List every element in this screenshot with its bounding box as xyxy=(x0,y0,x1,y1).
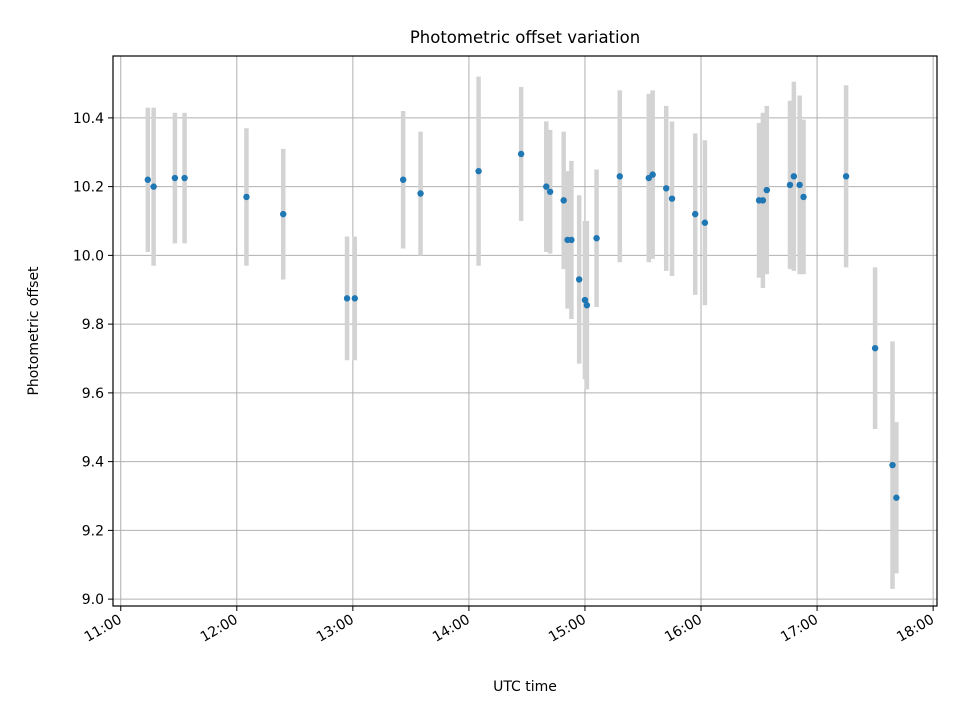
y-axis-ticks: 9.0 9.2 9.4 9.6 9.8 10.0 10.2 10.4 xyxy=(73,111,113,608)
data-point xyxy=(759,197,767,204)
y-tick-label: 10.0 xyxy=(73,248,104,264)
y-tick-label: 9.2 xyxy=(82,523,104,539)
y-tick-label: 10.2 xyxy=(73,180,104,196)
data-point xyxy=(351,295,358,302)
grid-lines xyxy=(113,56,937,606)
data-point xyxy=(399,176,407,183)
data-point xyxy=(517,150,525,158)
data-point xyxy=(842,173,850,180)
data-point xyxy=(181,174,188,182)
data-point xyxy=(893,494,900,501)
data-point xyxy=(581,296,589,304)
data-point xyxy=(243,193,250,201)
data-point xyxy=(171,174,179,182)
data-point xyxy=(668,195,676,202)
data-point xyxy=(663,185,670,192)
y-tick-label: 9.4 xyxy=(82,455,104,471)
data-point xyxy=(560,197,567,204)
data-point xyxy=(150,183,157,190)
data-point xyxy=(144,176,152,183)
y-tick-label: 10.4 xyxy=(73,111,104,127)
data-point xyxy=(763,186,770,194)
data-point xyxy=(649,171,656,178)
data-point xyxy=(871,344,879,352)
data-point xyxy=(701,219,709,226)
data-point xyxy=(786,181,794,189)
data-point xyxy=(796,181,803,189)
data-point xyxy=(593,234,600,242)
x-axis-label: UTC time xyxy=(493,679,557,695)
data-point xyxy=(800,193,807,201)
y-tick-label: 9.0 xyxy=(82,592,104,608)
chart-title: Photometric offset variation xyxy=(410,28,640,47)
data-point xyxy=(616,173,623,180)
plot-frame xyxy=(112,55,938,607)
data-point xyxy=(280,210,287,218)
data-point xyxy=(417,190,424,197)
data-point xyxy=(790,173,798,180)
data-point xyxy=(343,295,351,302)
data-point xyxy=(583,302,591,309)
y-tick-label: 9.8 xyxy=(82,317,104,333)
data-point xyxy=(575,276,583,283)
data-point xyxy=(475,167,482,175)
data-point xyxy=(543,183,550,190)
data-point xyxy=(889,461,896,469)
y-tick-label: 9.6 xyxy=(82,386,104,402)
data-points xyxy=(144,150,900,501)
data-point xyxy=(546,188,554,195)
y-axis-label: Photometric offset xyxy=(26,266,42,396)
data-point xyxy=(692,210,699,218)
data-point xyxy=(568,236,575,244)
